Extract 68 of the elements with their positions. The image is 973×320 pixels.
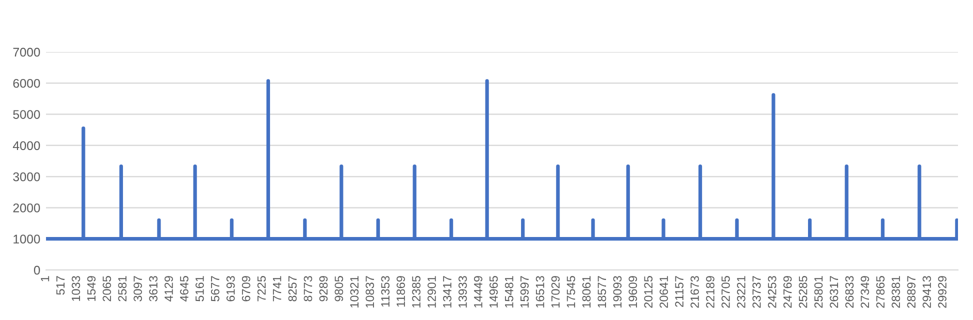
x-tick-label: 23221 (736, 276, 746, 308)
x-tick-label: 18061 (582, 276, 591, 308)
x-tick-label: 13417 (443, 276, 452, 308)
x-tick-label: 19609 (628, 276, 638, 308)
y-tick-label: 4000 (12, 141, 40, 150)
x-tick-label: 1 (40, 276, 50, 282)
x-tick-label: 28381 (892, 276, 900, 308)
x-tick-label: 12901 (428, 276, 436, 308)
x-tick-label: 24769 (783, 276, 792, 308)
x-tick-label: 20641 (660, 276, 668, 308)
x-tick-label: 3613 (149, 276, 158, 302)
x-tick-label: 8257 (288, 276, 297, 302)
x-tick-label: 517 (56, 276, 65, 295)
x-tick-label: 9805 (334, 276, 344, 302)
x-tick-label: 21673 (690, 276, 699, 308)
y-tick-label: 0 (34, 266, 40, 275)
x-tick-label: 23737 (752, 276, 761, 308)
y-tick-label: 7000 (13, 48, 40, 57)
line-series (46, 79, 958, 241)
x-tick-label: 9289 (319, 276, 328, 302)
y-tick-label: 1000 (14, 234, 40, 244)
x-tick-label: 21157 (675, 276, 684, 307)
x-tick-label: 6709 (242, 276, 250, 302)
x-tick-label: 8773 (304, 276, 312, 302)
y-tick-label: 6000 (13, 78, 40, 88)
x-tick-label: 14965 (489, 276, 498, 308)
x-tick-label: 26833 (845, 276, 854, 308)
x-tick-label: 16513 (536, 276, 544, 308)
x-tick-label: 5677 (210, 276, 220, 302)
x-tick-label: 25801 (814, 276, 823, 308)
x-tick-label: 27349 (860, 276, 870, 308)
x-tick-label: 1549 (87, 276, 96, 301)
y-tick-label: 3000 (13, 172, 40, 182)
x-tick-label: 19093 (613, 276, 622, 308)
x-tick-label: 28897 (907, 276, 916, 308)
x-tick-label: 24253 (768, 276, 776, 308)
x-tick-label: 1033 (72, 276, 80, 301)
x-tick-label: 6193 (226, 276, 235, 302)
x-tick-label: 13933 (458, 276, 467, 308)
x-tick-label: 4129 (164, 276, 173, 302)
x-tick-label: 26317 (830, 276, 838, 308)
x-tick-label: 25285 (798, 276, 808, 308)
x-tick-label: 29929 (938, 276, 946, 308)
x-tick-label: 10837 (366, 276, 374, 308)
x-tick-label: 3097 (134, 276, 142, 302)
x-tick-label: 18577 (598, 276, 606, 308)
x-tick-label: 20125 (644, 276, 653, 308)
x-tick-label: 29413 (922, 276, 931, 308)
x-tick-label: 17029 (551, 276, 560, 308)
x-tick-label: 11353 (381, 276, 390, 307)
x-tick-label: 11869 (396, 276, 405, 307)
x-tick-label: 2581 (118, 276, 127, 302)
y-tick-label: 5000 (13, 110, 40, 119)
x-tick-label: 14449 (474, 276, 482, 308)
x-tick-label: 4645 (180, 276, 188, 302)
x-tick-label: 27865 (876, 276, 885, 308)
x-tick-label: 7225 (257, 276, 266, 302)
x-tick-label: 15481 (504, 276, 514, 308)
x-tick-label: 7741 (272, 276, 282, 302)
x-tick-label: 10321 (350, 276, 359, 308)
x-tick-label: 17545 (566, 276, 576, 308)
y-tick-label: 2000 (13, 204, 40, 212)
x-tick-label: 5161 (196, 276, 204, 302)
x-tick-label: 2065 (102, 276, 112, 302)
x-tick-label: 12385 (412, 276, 420, 308)
x-tick-label: 22705 (722, 276, 730, 308)
x-tick-label: 22189 (706, 276, 714, 308)
x-tick-label: 15997 (520, 276, 529, 308)
